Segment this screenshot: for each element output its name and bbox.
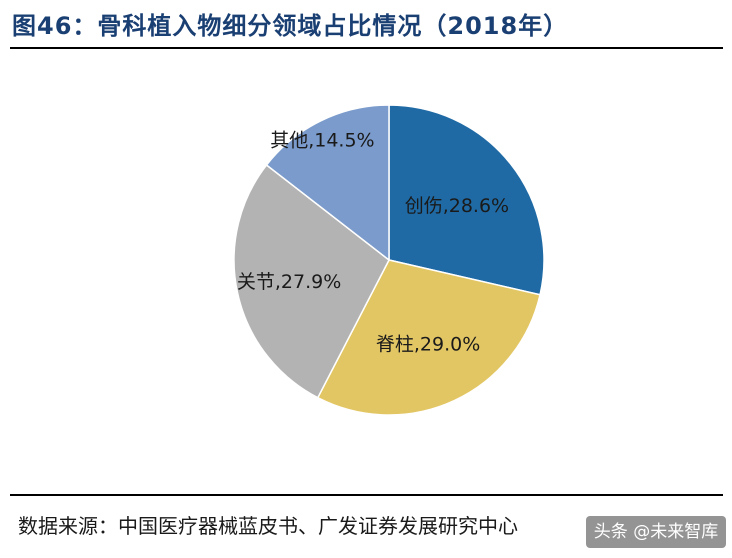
title-divider	[10, 47, 723, 49]
chart-title: 图46：骨科植入物细分领域占比情况（2018年）	[12, 12, 569, 40]
slice-label-3: 关节,27.9%	[237, 271, 341, 293]
pie-slice-3	[233, 163, 390, 399]
watermark: 头条 @未来智库	[586, 516, 726, 548]
pie-slices	[233, 104, 545, 416]
source-divider	[10, 494, 723, 496]
pie-labels: 创伤,28.6% 脊柱,29.0% 关节,27.9% 其他,14.5%	[237, 129, 509, 355]
slice-label-1: 创伤,28.6%	[405, 195, 509, 217]
pie-slice-2	[316, 259, 541, 416]
source-note: 数据来源：中国医疗器械蓝皮书、广发证券发展研究中心	[18, 514, 518, 538]
slice-label-2: 脊柱,29.0%	[376, 333, 480, 355]
pie-slice-4	[265, 104, 390, 262]
pie-chart: 创伤,28.6% 脊柱,29.0% 关节,27.9% 其他,14.5%	[233, 104, 545, 416]
pie-slice-1	[388, 104, 545, 296]
slice-label-4: 其他,14.5%	[270, 129, 374, 151]
